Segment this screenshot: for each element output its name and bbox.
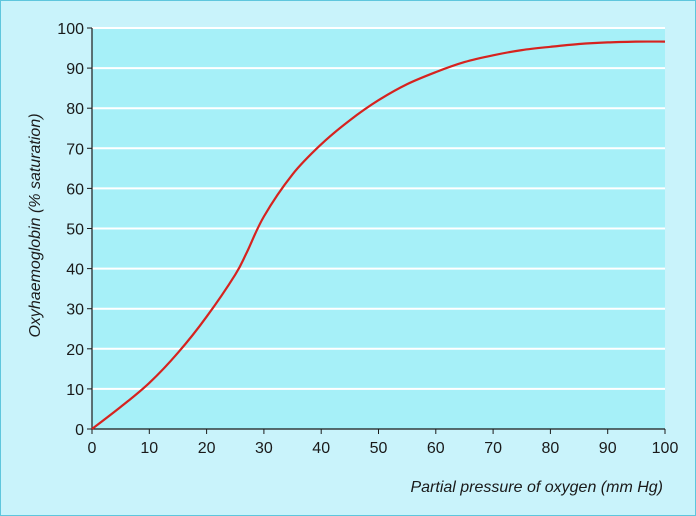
gridlines: [92, 27, 665, 390]
x-tick-label-0: 0: [88, 440, 97, 457]
x-tick-label-30: 30: [255, 440, 273, 457]
y-tick-label-0: 0: [75, 422, 84, 439]
y-tick-labels: 0 10 20 30 40 50 60 70 80 90 100: [57, 21, 92, 439]
y-tick-label-100: 100: [57, 21, 84, 38]
x-tick-labels: 0 10 20 30 40 50 60 70 80 90 100: [88, 429, 679, 457]
x-tick-label-100: 100: [652, 440, 679, 457]
y-axis-label: Oxyhaemoglobin (% saturation): [27, 113, 44, 337]
x-axis-label: Partial pressure of oxygen (mm Hg): [410, 479, 663, 496]
y-tick-label-70: 70: [66, 141, 84, 158]
x-tick-label-60: 60: [427, 440, 445, 457]
y-tick-label-80: 80: [66, 101, 84, 118]
y-tick-label-30: 30: [66, 302, 84, 319]
y-tick-label-40: 40: [66, 262, 84, 279]
y-tick-label-90: 90: [66, 61, 84, 78]
x-tick-label-70: 70: [484, 440, 502, 457]
x-tick-label-50: 50: [370, 440, 388, 457]
y-tick-label-20: 20: [66, 342, 84, 359]
x-tick-label-10: 10: [140, 440, 158, 457]
y-tick-label-10: 10: [66, 382, 84, 399]
x-tick-label-80: 80: [542, 440, 560, 457]
dissociation-curve: [91, 40, 666, 430]
x-tick-label-40: 40: [312, 440, 330, 457]
y-tick-label-50: 50: [66, 222, 84, 239]
y-tick-label-60: 60: [66, 181, 84, 198]
x-tick-label-90: 90: [599, 440, 617, 457]
x-tick-label-20: 20: [198, 440, 216, 457]
